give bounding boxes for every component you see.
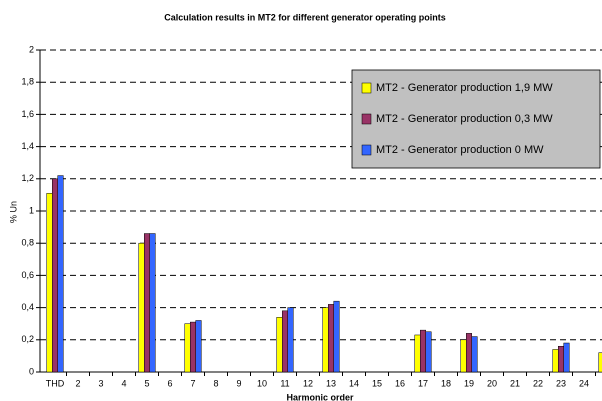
bar <box>558 345 564 373</box>
x-tick-label: 6 <box>167 378 172 388</box>
x-tick-label: 17 <box>418 378 428 388</box>
x-tick-label: 7 <box>190 378 195 388</box>
bar <box>144 233 150 373</box>
bar <box>287 307 294 373</box>
y-axis-label: % Un <box>8 201 18 223</box>
x-tick-label: 12 <box>303 378 313 388</box>
bar <box>414 334 421 373</box>
x-tick-label: 13 <box>326 378 336 388</box>
legend-box <box>351 69 601 169</box>
legend-label: MT2 - Generator production 0 MW <box>376 144 544 156</box>
bar <box>149 233 156 373</box>
x-tick-label: 14 <box>349 378 359 388</box>
legend-label: MT2 - Generator production 1,9 MW <box>376 82 553 94</box>
y-tick-label: 1 <box>29 205 34 215</box>
x-tick-label: 22 <box>533 378 543 388</box>
bar <box>190 321 196 373</box>
y-tick-label: 2 <box>29 44 34 54</box>
bar <box>466 333 472 373</box>
bar <box>420 329 426 373</box>
chart-title: Calculation results in MT2 for different… <box>164 12 446 22</box>
x-tick-label: 3 <box>98 378 103 388</box>
y-tick-label: 1,6 <box>21 109 34 119</box>
x-tick-label: 24 <box>579 378 589 388</box>
y-tick-label: 1,8 <box>21 77 34 87</box>
bar <box>322 307 329 373</box>
x-tick-label: 15 <box>372 378 382 388</box>
bar <box>425 331 432 373</box>
x-tick-label: 4 <box>121 378 126 388</box>
bar <box>46 193 53 373</box>
bar <box>184 323 191 373</box>
y-tick-label: 0 <box>29 366 34 376</box>
x-tick-label: 11 <box>280 378 289 388</box>
bar <box>460 339 467 373</box>
y-tick-label: 0,4 <box>21 302 34 312</box>
x-tick-label: 20 <box>487 378 497 388</box>
legend-swatch <box>361 144 372 156</box>
bar <box>138 242 145 373</box>
x-tick-label: 23 <box>556 378 566 388</box>
bar <box>57 175 64 373</box>
bar <box>195 320 202 373</box>
x-tick-label: 5 <box>144 378 149 388</box>
x-tick-label: 16 <box>395 378 405 388</box>
legend-label: MT2 - Generator production 0,3 MW <box>376 113 553 125</box>
x-tick-label: 21 <box>510 378 520 388</box>
bar <box>276 317 283 373</box>
x-tick-label: 9 <box>236 378 241 388</box>
bar <box>52 178 58 373</box>
bar <box>563 342 570 373</box>
bar <box>552 349 559 373</box>
x-tick-label: 2 <box>75 378 80 388</box>
legend-swatch <box>361 113 372 125</box>
x-axis-label: Harmonic order <box>286 392 354 401</box>
legend-swatch <box>361 82 372 94</box>
bar <box>333 300 340 373</box>
x-tick-label: THD <box>46 378 65 388</box>
x-tick-label: 8 <box>213 378 218 388</box>
bar <box>471 336 478 373</box>
y-tick-label: 0,6 <box>21 270 34 280</box>
x-tick-label: 18 <box>441 378 451 388</box>
bar <box>328 304 334 373</box>
y-tick-label: 1,2 <box>21 173 34 183</box>
y-tick-label: 1,4 <box>21 141 34 151</box>
bar <box>282 310 288 373</box>
x-tick-label: 10 <box>257 378 267 388</box>
x-tick-label: 19 <box>464 378 474 388</box>
y-tick-label: 0,8 <box>21 238 34 248</box>
y-tick-label: 0,2 <box>21 334 34 344</box>
